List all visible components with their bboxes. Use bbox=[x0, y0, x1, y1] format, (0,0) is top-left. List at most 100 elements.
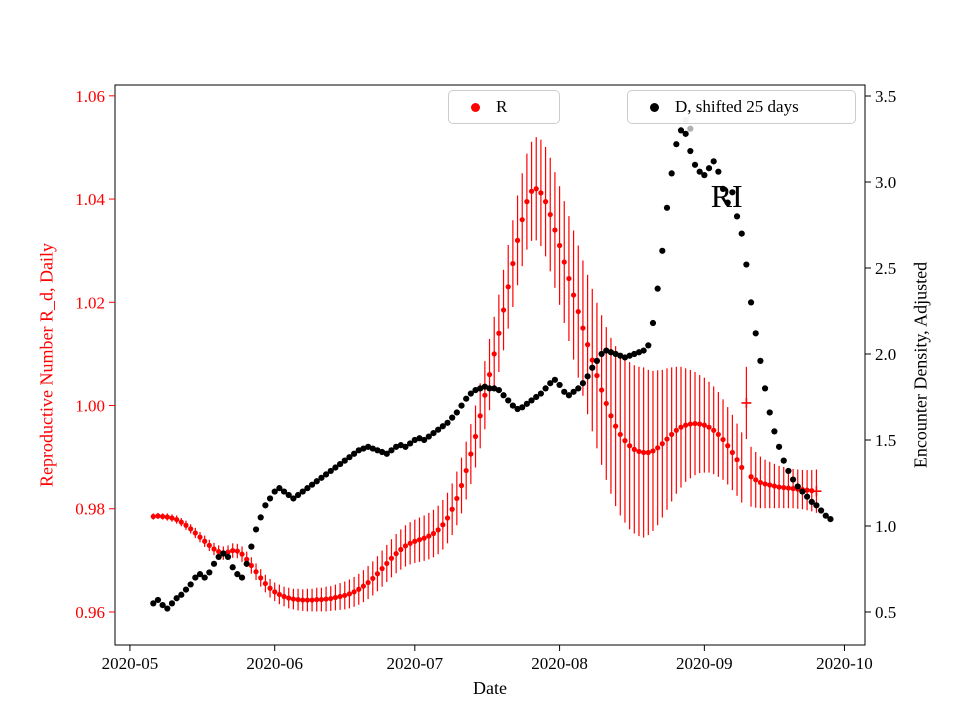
r-point bbox=[650, 448, 656, 454]
d-point bbox=[351, 450, 358, 457]
r-point bbox=[398, 546, 404, 553]
d-point bbox=[425, 433, 432, 440]
r-point bbox=[402, 543, 409, 549]
d-point bbox=[294, 491, 302, 499]
r-point bbox=[486, 371, 493, 378]
d-point bbox=[276, 485, 283, 492]
r-point bbox=[346, 591, 353, 597]
d-point bbox=[789, 476, 797, 483]
y-right-tick-label: 3.5 bbox=[875, 87, 896, 106]
r-point bbox=[589, 357, 595, 363]
d-point bbox=[775, 443, 783, 450]
d-point bbox=[187, 581, 194, 588]
d-point bbox=[220, 550, 227, 557]
d-point bbox=[528, 397, 535, 404]
d-point bbox=[603, 347, 610, 354]
r-point bbox=[566, 275, 572, 282]
d-point bbox=[182, 586, 190, 593]
r-point bbox=[687, 421, 693, 427]
d-point bbox=[453, 409, 460, 416]
d-point bbox=[196, 571, 204, 578]
d-point bbox=[290, 495, 297, 502]
legend-d-marker-icon bbox=[650, 102, 659, 112]
d-point bbox=[547, 380, 554, 387]
d-point bbox=[631, 350, 638, 358]
d-point bbox=[500, 392, 507, 399]
d-point bbox=[677, 127, 685, 134]
y-right-tick-label: 2.0 bbox=[875, 345, 896, 364]
r-point bbox=[505, 284, 511, 290]
r-point bbox=[318, 596, 325, 603]
d-point bbox=[565, 392, 573, 399]
x-tick-label: 2020-09 bbox=[676, 654, 733, 673]
d-point bbox=[435, 426, 442, 433]
d-point bbox=[733, 213, 741, 220]
d-point bbox=[374, 447, 381, 454]
r-point bbox=[449, 506, 455, 512]
d-point bbox=[304, 485, 311, 492]
d-point bbox=[738, 230, 745, 237]
d-point bbox=[659, 247, 666, 254]
r-point bbox=[538, 190, 544, 196]
x-tick-label: 2020-10 bbox=[816, 654, 873, 673]
d-point bbox=[224, 553, 232, 561]
r-point bbox=[426, 533, 432, 539]
d-point bbox=[332, 464, 339, 471]
d-point bbox=[178, 591, 185, 598]
r-point bbox=[599, 387, 605, 393]
d-point bbox=[705, 165, 713, 172]
r-point bbox=[697, 421, 703, 427]
d-point bbox=[533, 393, 540, 401]
y-axis-label-right: Encounter Density, Adjusted bbox=[910, 261, 931, 469]
d-point bbox=[365, 443, 372, 450]
d-point bbox=[654, 285, 661, 292]
r-point bbox=[701, 422, 707, 428]
d-point bbox=[463, 395, 470, 402]
r-point bbox=[781, 484, 787, 491]
d-point bbox=[210, 560, 218, 567]
d-point bbox=[752, 330, 759, 337]
d-point bbox=[635, 349, 643, 356]
d-point bbox=[262, 502, 269, 509]
r-point bbox=[613, 423, 619, 429]
r-point bbox=[295, 596, 301, 603]
r-point bbox=[160, 513, 166, 520]
d-point bbox=[229, 564, 236, 571]
d-point bbox=[280, 488, 288, 495]
d-point bbox=[477, 385, 484, 392]
d-point bbox=[271, 488, 278, 495]
d-point bbox=[458, 402, 465, 409]
d-point bbox=[313, 478, 320, 485]
r-point bbox=[748, 474, 754, 480]
y-left-tick-label: 1.06 bbox=[75, 87, 105, 106]
d-point bbox=[589, 364, 596, 371]
r-point bbox=[253, 569, 259, 575]
x-axis-label: Date bbox=[473, 678, 507, 698]
r-point bbox=[407, 540, 413, 546]
d-point bbox=[575, 385, 582, 392]
r-point bbox=[753, 477, 759, 483]
d-point bbox=[318, 474, 325, 481]
y-right-tick-label: 0.5 bbox=[875, 603, 896, 622]
legend-d: D, shifted 25 days bbox=[627, 90, 856, 124]
d-point bbox=[794, 483, 801, 490]
d-point bbox=[360, 445, 367, 452]
d-point bbox=[238, 574, 246, 581]
r-point bbox=[617, 431, 623, 438]
r-point bbox=[328, 595, 334, 602]
d-point bbox=[771, 428, 778, 435]
r-point bbox=[711, 427, 717, 433]
d-point bbox=[322, 471, 330, 478]
r-point bbox=[290, 596, 296, 602]
r-point bbox=[225, 549, 231, 555]
r-point bbox=[183, 522, 189, 528]
r-point bbox=[332, 594, 339, 601]
y-left-tick-label: 0.96 bbox=[75, 603, 105, 622]
r-point bbox=[150, 513, 156, 520]
r-point bbox=[472, 433, 479, 440]
r-point bbox=[440, 522, 446, 528]
r-point bbox=[435, 527, 441, 533]
r-point bbox=[234, 548, 240, 554]
d-point bbox=[729, 189, 736, 196]
r-point bbox=[720, 436, 726, 443]
